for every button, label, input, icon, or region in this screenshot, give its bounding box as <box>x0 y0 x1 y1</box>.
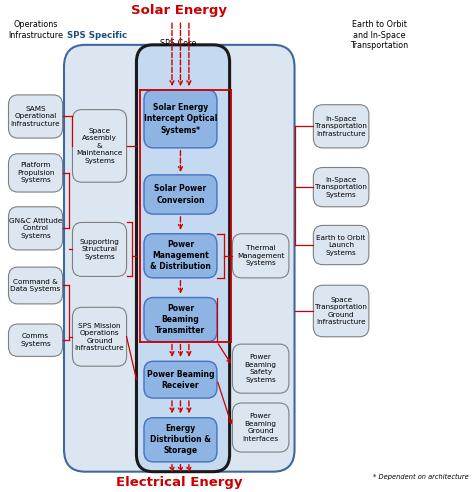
Text: Solar Power
Conversion: Solar Power Conversion <box>155 184 207 205</box>
Text: Space
Transportation
Ground
Infrastructure: Space Transportation Ground Infrastructu… <box>315 297 367 325</box>
FancyBboxPatch shape <box>232 234 289 278</box>
FancyBboxPatch shape <box>9 267 63 304</box>
FancyBboxPatch shape <box>73 222 127 277</box>
FancyBboxPatch shape <box>144 418 217 462</box>
FancyBboxPatch shape <box>9 207 63 250</box>
Text: Energy
Distribution &
Storage: Energy Distribution & Storage <box>150 424 211 456</box>
Text: Space
Assembly
&
Maintenance
Systems: Space Assembly & Maintenance Systems <box>76 128 123 164</box>
Text: Solar Energy
Intercept Optical
Systems*: Solar Energy Intercept Optical Systems* <box>144 103 217 134</box>
Text: Earth to Orbit
and In-Space
Transportation: Earth to Orbit and In-Space Transportati… <box>350 20 408 50</box>
FancyBboxPatch shape <box>232 344 289 393</box>
Text: Electrical Energy: Electrical Energy <box>116 476 243 489</box>
FancyBboxPatch shape <box>232 403 289 452</box>
FancyBboxPatch shape <box>144 234 217 278</box>
Text: Power Beaming
Receiver: Power Beaming Receiver <box>146 369 214 390</box>
FancyBboxPatch shape <box>64 45 294 472</box>
FancyBboxPatch shape <box>313 167 369 207</box>
FancyBboxPatch shape <box>313 285 369 337</box>
Text: * Dependent on architecture: * Dependent on architecture <box>373 473 469 480</box>
Text: Platform
Propulsion
Systems: Platform Propulsion Systems <box>17 162 54 184</box>
Text: Thermal
Management
Systems: Thermal Management Systems <box>237 246 284 266</box>
Text: Earth to Orbit
Launch
Systems: Earth to Orbit Launch Systems <box>317 235 366 255</box>
FancyBboxPatch shape <box>313 105 369 148</box>
FancyBboxPatch shape <box>144 90 217 148</box>
FancyBboxPatch shape <box>144 298 217 341</box>
Text: Solar Energy: Solar Energy <box>131 4 227 17</box>
Text: In-Space
Transportation
Infrastructure: In-Space Transportation Infrastructure <box>315 116 367 137</box>
Text: Power
Beaming
Transmitter: Power Beaming Transmitter <box>155 304 206 335</box>
Text: Power
Beaming
Safety
Systems: Power Beaming Safety Systems <box>245 354 277 383</box>
Text: Comms
Systems: Comms Systems <box>20 334 51 347</box>
FancyBboxPatch shape <box>144 361 217 398</box>
Text: Power
Management
& Distribution: Power Management & Distribution <box>150 240 211 272</box>
Text: GN&C Attitude
Control
Systems: GN&C Attitude Control Systems <box>9 218 62 239</box>
Text: In-Space
Transportation
Systems: In-Space Transportation Systems <box>315 177 367 198</box>
FancyBboxPatch shape <box>144 175 217 214</box>
FancyBboxPatch shape <box>9 324 63 356</box>
Text: Command &
Data Systems: Command & Data Systems <box>10 279 61 292</box>
FancyBboxPatch shape <box>137 45 229 472</box>
Text: Supporting
Structural
Systems: Supporting Structural Systems <box>80 239 119 260</box>
Text: SPS Core: SPS Core <box>161 39 197 48</box>
FancyBboxPatch shape <box>9 154 63 192</box>
FancyBboxPatch shape <box>9 95 63 138</box>
FancyBboxPatch shape <box>73 308 127 366</box>
Text: SPS Specific: SPS Specific <box>67 31 127 39</box>
FancyBboxPatch shape <box>73 110 127 182</box>
Text: Power
Beaming
Ground
Interfaces: Power Beaming Ground Interfaces <box>243 413 279 442</box>
FancyBboxPatch shape <box>313 225 369 265</box>
Text: Operations
Infrastructure: Operations Infrastructure <box>8 21 63 40</box>
Text: SAMS
Operational
Infrastructure: SAMS Operational Infrastructure <box>11 106 60 127</box>
Text: SPS Mission
Operations
Ground
Infrastructure: SPS Mission Operations Ground Infrastruc… <box>75 323 124 351</box>
